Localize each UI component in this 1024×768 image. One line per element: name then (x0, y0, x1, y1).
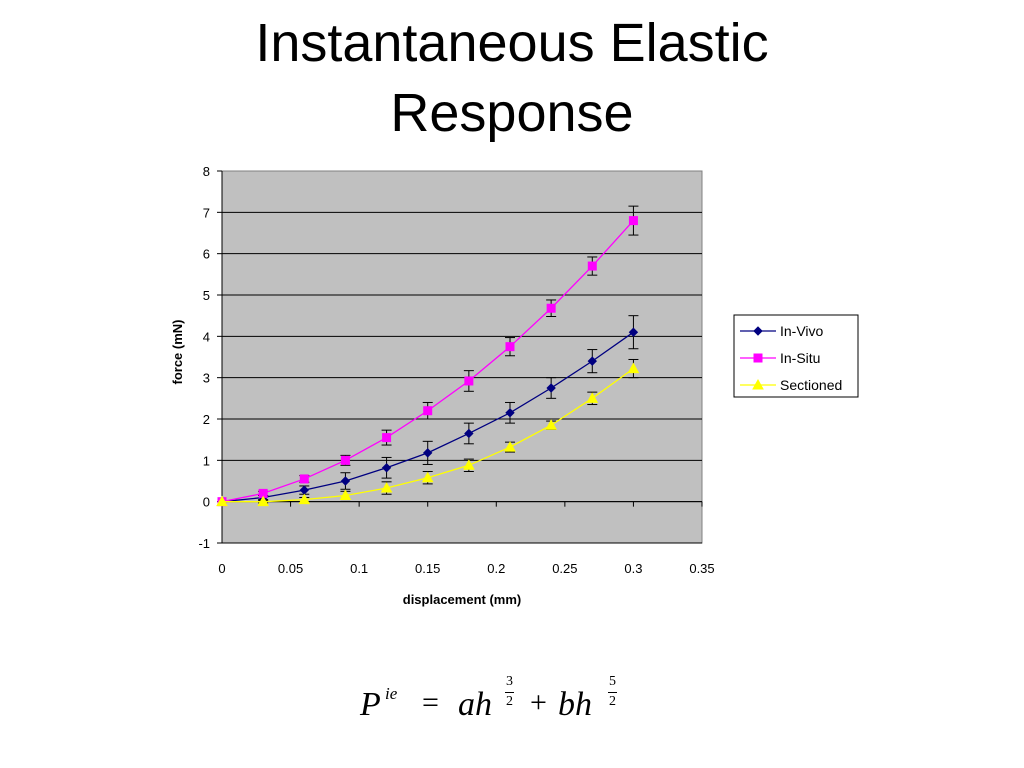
point-sectioned-7 (504, 441, 516, 452)
point-in-situ-9 (587, 261, 597, 271)
point-in-vivo-3 (340, 476, 351, 486)
slide-title-line-2: Response (390, 83, 634, 143)
legend-label-in-situ: In-Situ (780, 350, 820, 366)
formula-exponent-2-numerator: 5 (609, 674, 616, 689)
point-sectioned-6 (463, 459, 475, 470)
point-sectioned-10 (627, 362, 640, 374)
x-tick-label-6: 0.3 (624, 561, 642, 576)
series-in-situ (217, 205, 639, 507)
point-in-vivo-6 (464, 428, 474, 439)
point-in-situ-6 (464, 376, 474, 386)
x-tick-label-0: 0 (218, 561, 225, 576)
y-tick-label-4: 3 (203, 371, 210, 386)
formula-exponent-2-fraction-bar (608, 692, 617, 693)
point-sectioned-4 (380, 481, 393, 493)
point-in-vivo-9 (587, 356, 597, 366)
point-sectioned-9 (586, 392, 599, 403)
series-sectioned (216, 358, 640, 507)
x-tick-label-1: 0.05 (278, 561, 303, 576)
point-sectioned-5 (421, 471, 434, 483)
point-in-vivo-5 (423, 448, 433, 458)
legend-entry-in-vivo: In-Vivo (740, 323, 824, 339)
formula-bh: bh (558, 686, 592, 723)
x-tick-label-4: 0.2 (487, 561, 505, 576)
formula-p-superscript: ie (385, 684, 398, 703)
legend-marker-sectioned (752, 378, 764, 390)
formula-exponent-1-numerator: 3 (506, 674, 513, 689)
formula-exponent-2-denominator: 2 (609, 694, 616, 709)
point-in-situ-3 (340, 455, 350, 465)
point-sectioned-1 (257, 495, 269, 507)
y-tick-label-8: 7 (203, 205, 210, 220)
point-sectioned-8 (545, 419, 557, 430)
y-tick-label-6: 5 (203, 288, 210, 303)
legend-entry-sectioned: Sectioned (740, 377, 842, 393)
point-in-situ-7 (505, 342, 515, 352)
legend-entry-in-situ: In-Situ (740, 350, 820, 366)
point-in-situ-10 (628, 216, 638, 226)
formula-equals: = (422, 686, 439, 719)
point-in-situ-5 (423, 406, 433, 416)
point-in-situ-4 (382, 433, 392, 443)
formula-exponent-1-denominator: 2 (506, 694, 513, 709)
slide-title: Instantaneous Elastic Response (0, 8, 1024, 148)
y-tick-label-0: -1 (198, 536, 210, 551)
point-in-vivo-8 (546, 383, 556, 393)
formula-plus: + (530, 686, 547, 719)
point-in-vivo-7 (505, 408, 515, 418)
point-sectioned-3 (339, 489, 352, 500)
legend-marker-in-vivo (753, 326, 763, 336)
legend: In-Vivo In-Situ Sectioned (733, 314, 859, 398)
point-in-situ-8 (546, 303, 556, 313)
x-tick-label-2: 0.1 (350, 561, 368, 576)
formula: P ie = ah 3 2 + bh 5 2 (358, 672, 658, 742)
y-axis-label: force (mN) (170, 319, 185, 384)
formula-ah: ah (458, 686, 492, 723)
point-in-situ-2 (299, 474, 309, 484)
point-sectioned-0 (216, 495, 228, 507)
legend-label-in-vivo: In-Vivo (780, 323, 824, 339)
x-tick-label-3: 0.15 (415, 561, 440, 576)
plot-area (221, 170, 703, 544)
x-axis-label: displacement (mm) (403, 592, 521, 607)
y-tick-label-7: 6 (203, 247, 210, 262)
point-in-vivo-4 (381, 463, 392, 473)
formula-exponent-1-fraction-bar (505, 692, 514, 693)
point-in-vivo-10 (628, 327, 639, 337)
legend-marker-in-situ (753, 353, 763, 363)
y-tick-label-1: 0 (203, 495, 210, 510)
formula-p: P (360, 686, 381, 723)
y-tick-label-3: 2 (203, 412, 210, 427)
point-sectioned-2 (298, 493, 311, 505)
legend-label-sectioned: Sectioned (780, 377, 842, 393)
slide-title-line-1: Instantaneous Elastic (255, 13, 769, 73)
x-tick-label-5: 0.25 (552, 561, 577, 576)
x-tick-label-7: 0.35 (689, 561, 714, 576)
y-tick-label-2: 1 (203, 453, 210, 468)
y-tick-label-5: 4 (203, 329, 210, 344)
y-tick-label-9: 8 (203, 164, 210, 179)
